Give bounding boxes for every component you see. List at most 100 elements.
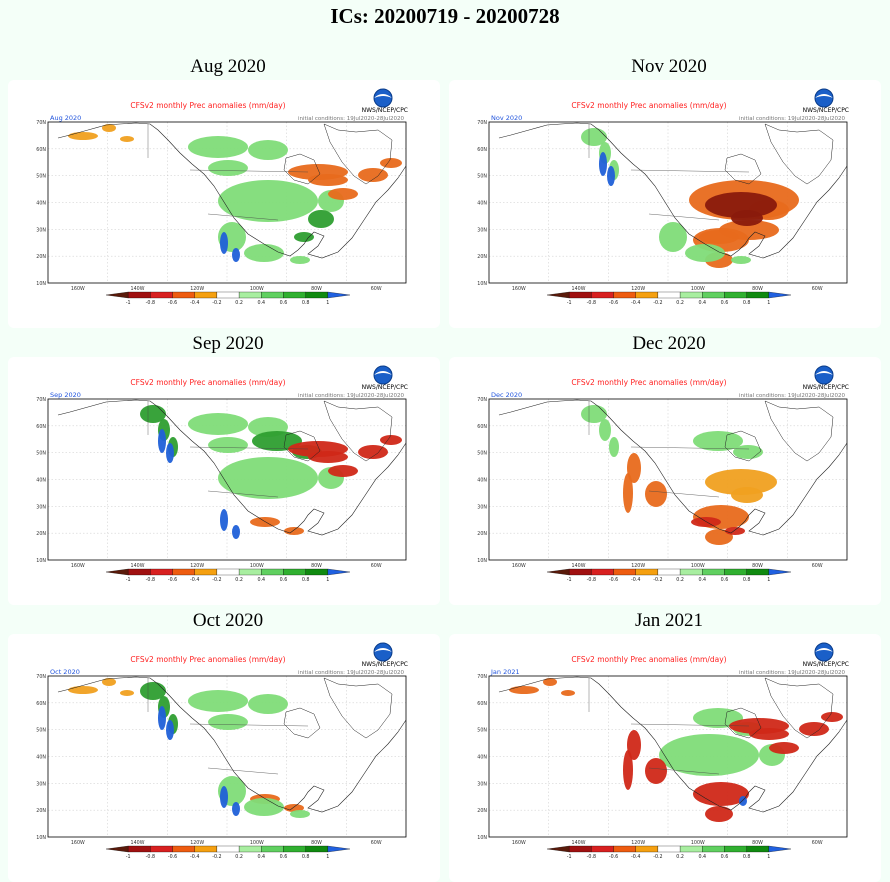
panel-heading-aug-2020: Aug 2020: [190, 56, 266, 77]
initial-conditions-text: initial conditions: 19Jul2020-28Jul2020: [739, 393, 846, 399]
colorbar-label: -0.8: [146, 577, 155, 583]
noaa-logo-icon: [814, 88, 834, 108]
lon-tick-label: 160W: [71, 563, 85, 569]
lon-tick-label: 100W: [250, 563, 264, 569]
colorbar-segment: [679, 568, 703, 576]
colorbar-label: -0.8: [587, 300, 596, 306]
lon-tick-label: 100W: [691, 286, 705, 292]
colorbar-segment: [613, 845, 636, 853]
map-title: CFSv2 monthly Prec anomalies (mm/day): [130, 378, 285, 387]
colorbar: -1 -0.8 -0.6 -0.4 -0.2 0.2 0.4 0.6 0.8 1: [546, 845, 792, 860]
anomaly-shading: [140, 405, 402, 539]
noaa-logo-icon: [814, 365, 834, 385]
colorbar-segment: [613, 568, 636, 576]
lat-tick-label: 20N: [36, 808, 46, 814]
colorbar-segment: [150, 291, 173, 299]
map-area: [488, 675, 848, 838]
initial-conditions-text: initial conditions: 19Jul2020-28Jul2020: [739, 116, 846, 122]
map-panel-jan-2021: CFSv2 monthly Prec anomalies (mm/day) Jan…: [449, 634, 881, 882]
colorbar-label: 0.2: [676, 300, 684, 306]
colorbar-label: -0.4: [631, 577, 640, 583]
colorbar-label: -0.6: [168, 854, 177, 860]
lon-tick-label: 100W: [691, 840, 705, 846]
colorbar-segment: [128, 568, 151, 576]
lon-tick-label: 120W: [190, 563, 204, 569]
lon-tick-label: 80W: [752, 286, 763, 292]
colorbar: -1 -0.8 -0.6 -0.4 -0.2 0.2 0.4 0.6 0.8 1: [546, 568, 792, 583]
map-area: [47, 675, 407, 838]
lat-tick-label: 40N: [477, 201, 487, 207]
map-panel-aug-2020: CFSv2 monthly Prec anomalies (mm/day) Aug…: [8, 80, 440, 328]
colorbar-label: 0.8: [743, 854, 751, 860]
colorbar-segment: [128, 845, 151, 853]
lat-tick-label: 30N: [477, 781, 487, 787]
colorbar-label: 0.8: [302, 854, 310, 860]
lat-tick-label: 20N: [477, 531, 487, 537]
lat-tick-label: 20N: [36, 531, 46, 537]
colorbar-segment: [724, 845, 747, 853]
anomaly-shading: [581, 128, 799, 268]
colorbar-label: 0.2: [235, 854, 243, 860]
lat-tick-label: 60N: [36, 424, 46, 430]
lat-tick-label: 30N: [477, 227, 487, 233]
anomaly-shading: [581, 405, 777, 545]
lon-tick-label: 60W: [812, 563, 823, 569]
lat-tick-label: 40N: [477, 478, 487, 484]
colorbar-label: 0.6: [280, 577, 288, 583]
colorbar-segment: [172, 568, 195, 576]
colorbar-segment: [657, 845, 681, 853]
colorbar-label: -0.4: [190, 577, 199, 583]
colorbar-segment: [546, 291, 570, 299]
colorbar-label: -0.4: [631, 854, 640, 860]
precip-anomaly-map: CFSv2 monthly Prec anomalies (mm/day) Oct…: [36, 642, 408, 860]
lat-tick-label: 70N: [477, 120, 487, 126]
lon-tick-label: 60W: [371, 286, 382, 292]
map-month-label: Sep 2020: [50, 391, 81, 399]
noaa-logo-icon: [373, 365, 393, 385]
colorbar-label: 0.6: [721, 300, 729, 306]
lat-tick-label: 60N: [477, 424, 487, 430]
colorbar-label: 0.2: [676, 854, 684, 860]
colorbar-segment: [194, 568, 218, 576]
lat-tick-label: 70N: [477, 397, 487, 403]
colorbar-label: 0.4: [257, 854, 265, 860]
lon-tick-label: 80W: [311, 563, 322, 569]
colorbar-segment: [702, 845, 725, 853]
lat-tick-label: 20N: [477, 254, 487, 260]
lon-tick-label: 80W: [752, 563, 763, 569]
colorbar-segment: [305, 568, 328, 576]
initial-conditions-text: initial conditions: 19Jul2020-28Jul2020: [739, 670, 846, 676]
org-label: NWS/NCEP/CPC: [803, 384, 849, 391]
colorbar-segment: [216, 845, 240, 853]
colorbar: -1 -0.8 -0.6 -0.4 -0.2 0.2 0.4 0.6 0.8 1: [546, 291, 792, 306]
lon-tick-label: 100W: [250, 286, 264, 292]
colorbar-label: -1: [567, 300, 572, 306]
lon-tick-label: 60W: [812, 840, 823, 846]
lat-tick-label: 60N: [477, 147, 487, 153]
precip-anomaly-map: CFSv2 monthly Prec anomalies (mm/day) Aug…: [36, 88, 408, 306]
colorbar-segment: [194, 845, 218, 853]
colorbar-segment: [635, 568, 659, 576]
lat-tick-label: 40N: [36, 201, 46, 207]
colorbar-segment: [238, 845, 262, 853]
lat-tick-label: 70N: [477, 674, 487, 680]
colorbar: -1 -0.8 -0.6 -0.4 -0.2 0.2 0.4 0.6 0.8 1: [105, 845, 351, 860]
colorbar-segment: [657, 291, 681, 299]
colorbar-label: 0.4: [698, 300, 706, 306]
colorbar-segment: [327, 291, 351, 299]
lat-tick-label: 50N: [36, 174, 46, 180]
initial-conditions-text: initial conditions: 19Jul2020-28Jul2020: [298, 670, 405, 676]
precip-anomaly-map: CFSv2 monthly Prec anomalies (mm/day) Dec…: [477, 365, 849, 583]
colorbar-segment: [172, 291, 195, 299]
colorbar-segment: [150, 568, 173, 576]
colorbar-segment: [216, 568, 240, 576]
colorbar-segment: [305, 291, 328, 299]
map-area: [488, 121, 848, 284]
precip-anomaly-map: CFSv2 monthly Prec anomalies (mm/day) Nov…: [477, 88, 849, 306]
colorbar-segment: [679, 291, 703, 299]
lon-tick-label: 140W: [131, 840, 145, 846]
colorbar-segment: [305, 845, 328, 853]
org-label: NWS/NCEP/CPC: [362, 107, 408, 114]
colorbar-segment: [702, 568, 725, 576]
lon-tick-label: 160W: [512, 563, 526, 569]
